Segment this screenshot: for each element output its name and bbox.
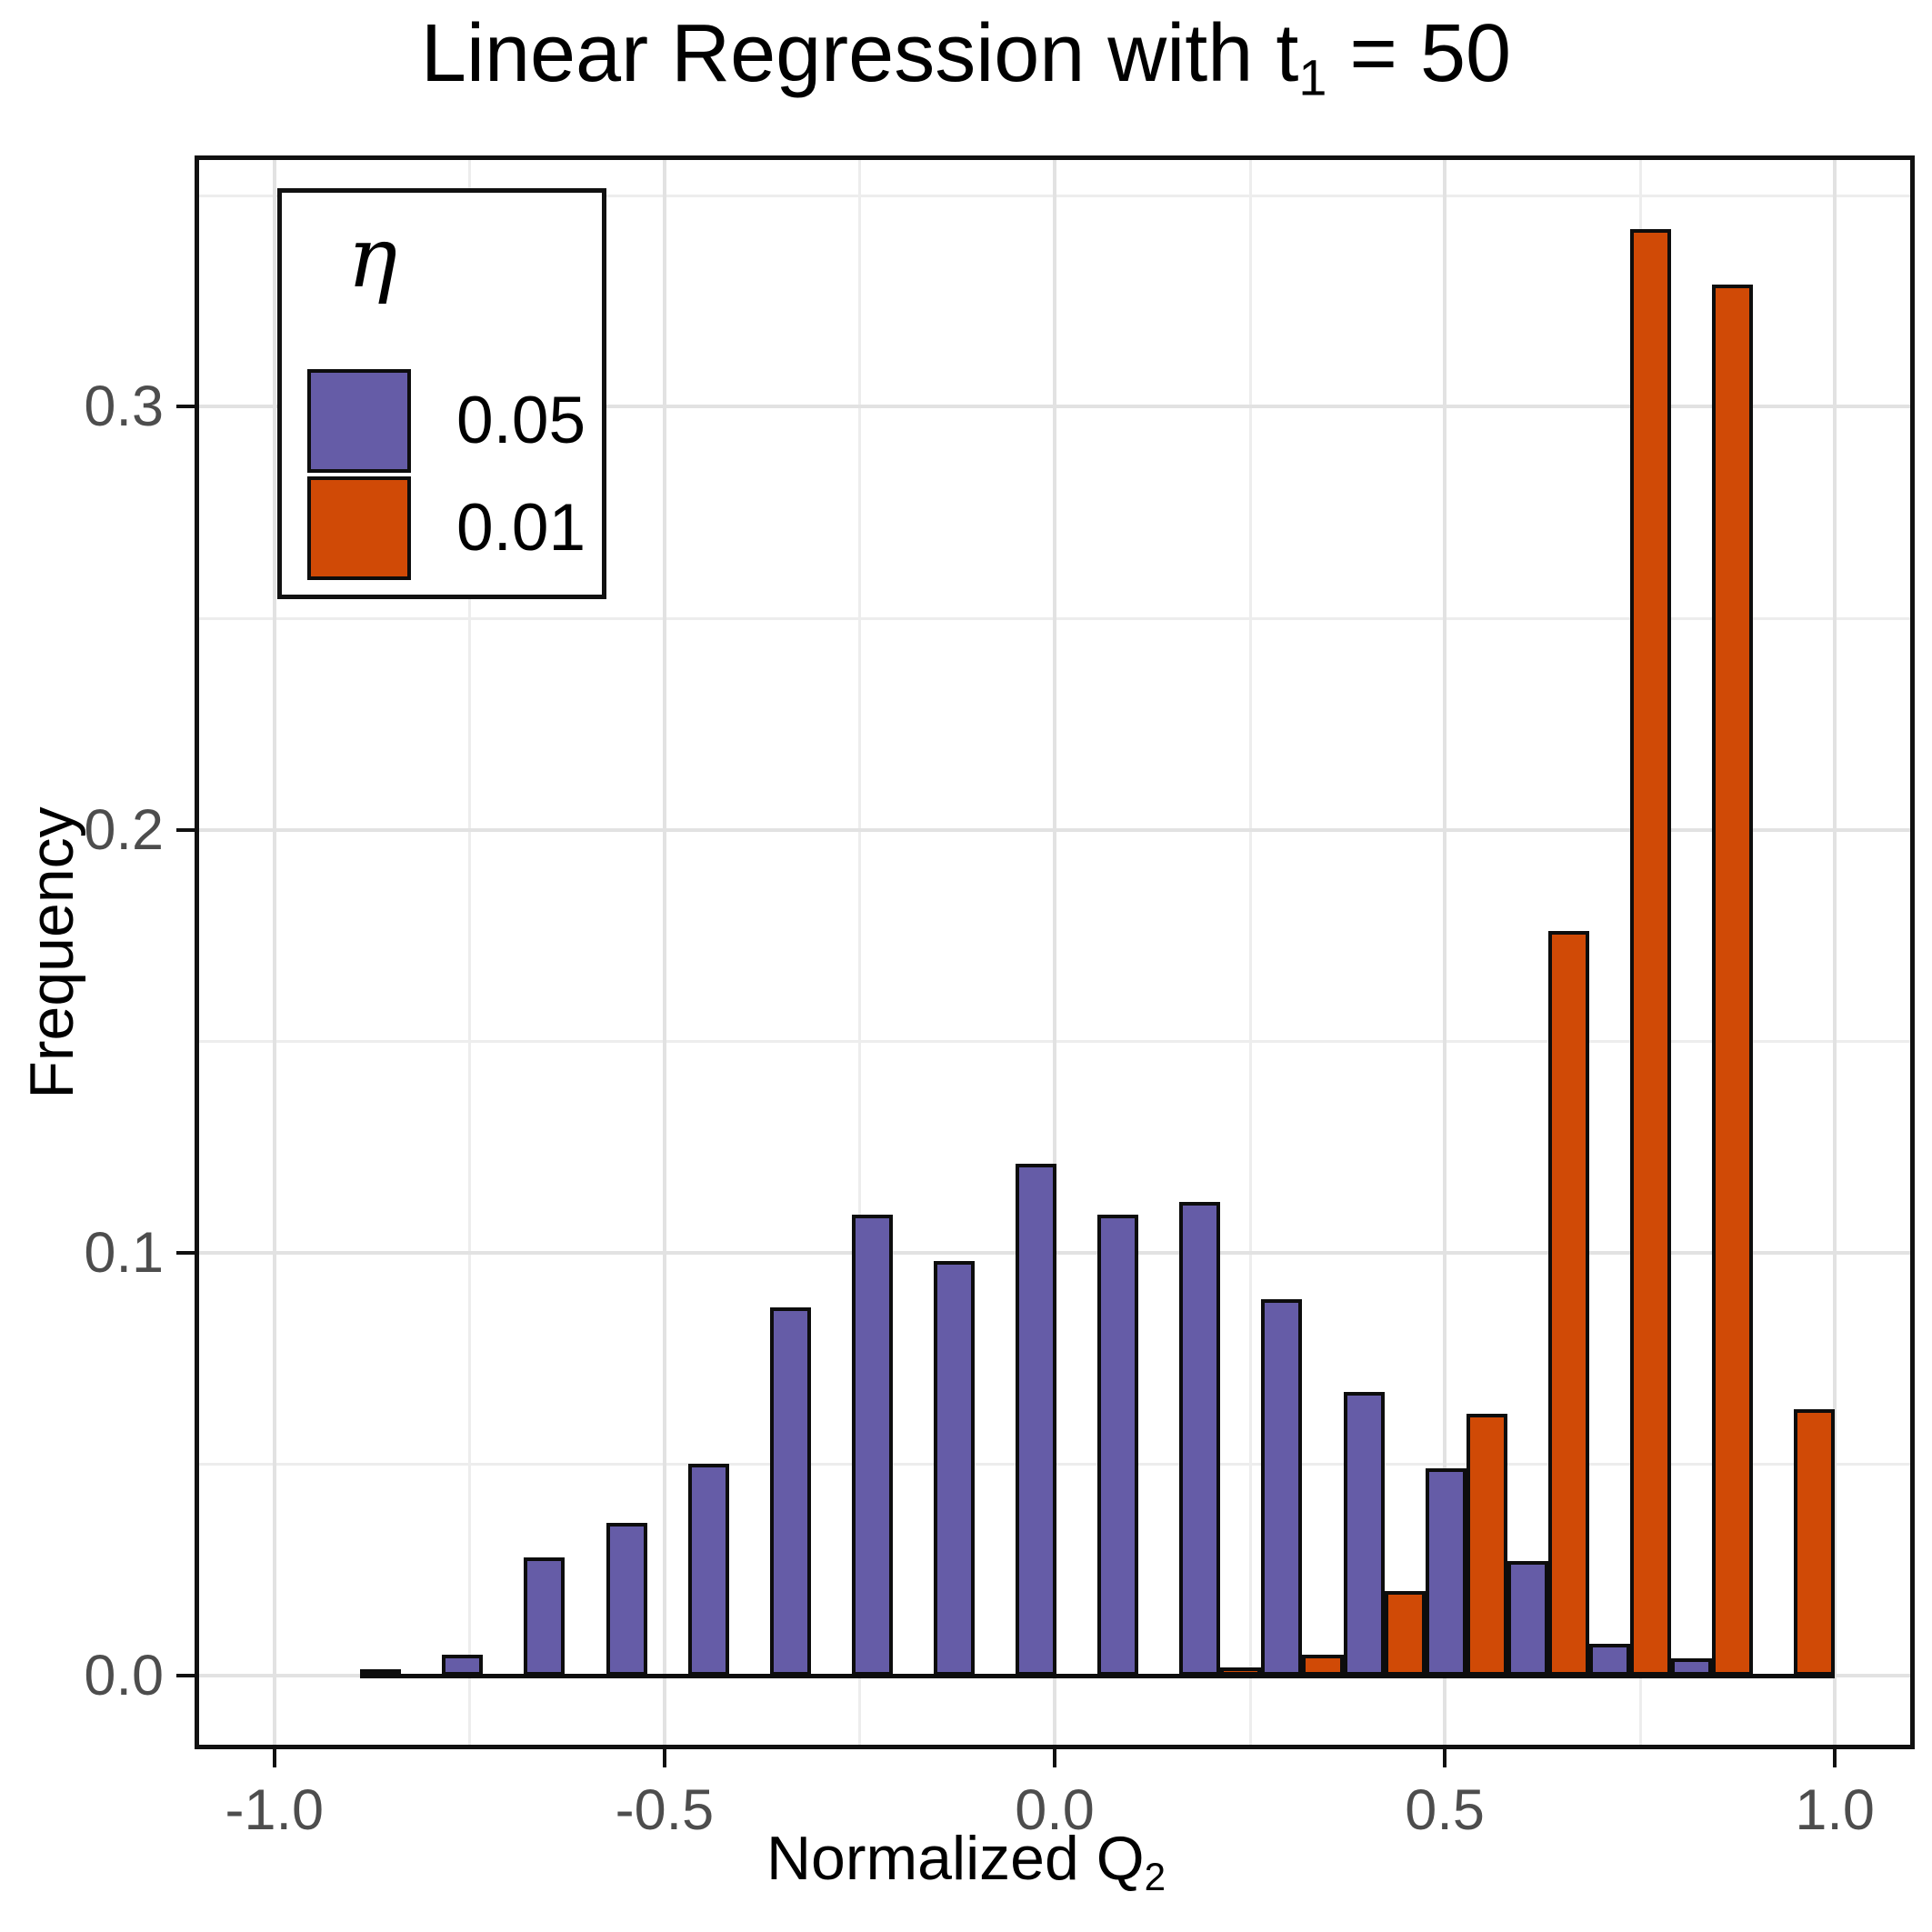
y-axis-tick-label: 0.3: [84, 375, 164, 439]
gridline-major-x: [272, 157, 276, 1747]
x-axis-title-text: Normalized Q: [766, 1824, 1145, 1893]
gridline-minor-x: [1248, 157, 1252, 1747]
zero-baseline: [360, 1673, 1836, 1678]
y-axis-tick: [176, 827, 195, 832]
bar-eta-0.01-bin-12: [1384, 1590, 1426, 1676]
bar-eta-0.05-bin-13: [1425, 1467, 1467, 1676]
gridline-major-x: [662, 157, 666, 1747]
x-axis-tick-label: 1.0: [1795, 1778, 1875, 1842]
bar-eta-0.05-bin-5: [769, 1307, 811, 1676]
bar-eta-0.05-bin-7: [933, 1261, 976, 1676]
y-axis-tick-label: 0.1: [84, 1220, 164, 1285]
gridline-major-x: [1443, 157, 1447, 1747]
chart-title-subscript: 1: [1298, 48, 1327, 106]
x-axis-title-subscript: 2: [1144, 1855, 1166, 1898]
bar-eta-0.05-bin-1: [442, 1654, 484, 1676]
bar-eta-0.05-bin-6: [851, 1214, 893, 1676]
gridline-minor-x: [858, 157, 862, 1747]
y-axis-tick-label: 0.2: [84, 797, 164, 862]
bar-eta-0.05-bin-11: [1261, 1298, 1303, 1676]
plot-panel: [196, 157, 1913, 1747]
y-axis-tick-label: 0.0: [84, 1643, 164, 1707]
x-axis-title: Normalized Q2: [0, 1823, 1932, 1899]
bar-eta-0.01-bin-16: [1712, 284, 1754, 1676]
x-axis-tick: [272, 1749, 276, 1767]
x-axis-tick: [1443, 1749, 1447, 1767]
gridline-major-x: [1053, 157, 1056, 1747]
bar-eta-0.05-bin-3: [606, 1523, 647, 1676]
bar-eta-0.05-bin-12: [1343, 1392, 1385, 1676]
y-axis-tick: [176, 1673, 195, 1677]
y-axis-tick: [176, 405, 195, 409]
bar-eta-0.05-bin-8: [1016, 1164, 1057, 1676]
legend-label-0.01: 0.01: [456, 491, 586, 565]
chart-title-text: Linear Regression with t: [420, 8, 1299, 99]
legend-title: η: [347, 209, 398, 306]
bar-eta-0.05-bin-14: [1507, 1561, 1548, 1676]
legend-swatch-0.01: [307, 476, 411, 580]
chart-title: Linear Regression with t1 = 50: [0, 7, 1932, 107]
bar-eta-0.05-bin-10: [1179, 1201, 1221, 1676]
legend-label-0.05: 0.05: [456, 384, 586, 457]
bar-eta-0.01-bin-11: [1302, 1654, 1344, 1676]
bar-eta-0.01-bin-14: [1547, 931, 1589, 1676]
bar-eta-0.01-bin-10: [1220, 1667, 1262, 1676]
x-axis-tick-label: -1.0: [225, 1778, 325, 1842]
x-axis-tick-label: 0.0: [1015, 1778, 1095, 1842]
chart-title-suffix: = 50: [1326, 8, 1512, 99]
x-axis-tick: [662, 1749, 666, 1767]
bar-eta-0.01-bin-17: [1794, 1408, 1836, 1676]
x-axis-tick: [1833, 1749, 1837, 1767]
bar-eta-0.05-bin-2: [524, 1557, 566, 1676]
bar-eta-0.01-bin-13: [1466, 1413, 1507, 1676]
x-axis-tick: [1053, 1749, 1056, 1767]
x-axis-tick-label: 0.5: [1405, 1778, 1485, 1842]
y-axis-tick: [176, 1250, 195, 1255]
gridline-minor-x: [468, 157, 472, 1747]
bar-eta-0.05-bin-9: [1097, 1214, 1139, 1676]
legend-swatch-0.05: [307, 369, 411, 473]
bar-eta-0.05-bin-15: [1588, 1644, 1630, 1676]
bar-eta-0.01-bin-15: [1629, 229, 1671, 1676]
bar-eta-0.05-bin-4: [687, 1464, 729, 1676]
x-axis-tick-label: -0.5: [615, 1778, 715, 1842]
legend: η 0.05 0.01: [277, 188, 606, 599]
gridline-major-x: [1833, 157, 1837, 1747]
